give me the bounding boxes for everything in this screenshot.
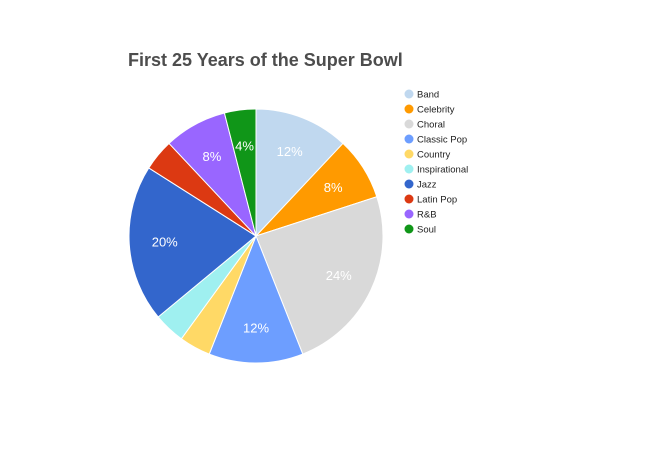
slice-label-jazz: 20%: [152, 235, 178, 250]
slice-label-r-b: 8%: [203, 149, 222, 164]
legend-label-choral: Choral: [417, 120, 445, 131]
legend-label-soul: Soul: [417, 225, 436, 236]
pie-slice-classic-pop[interactable]: [208, 234, 304, 364]
pie-slice-band[interactable]: [255, 108, 344, 238]
pie-slice-soul[interactable]: [223, 108, 257, 237]
legend-label-r-b: R&B: [417, 210, 437, 221]
slice-label-band: 12%: [277, 144, 303, 159]
legend-marker-celebrity: [404, 104, 414, 114]
legend-label-celebrity: Celebrity: [417, 105, 455, 116]
chart-title: First 25 Years of the Super Bowl: [128, 50, 403, 70]
legend-label-country: Country: [417, 150, 451, 161]
legend-marker-jazz: [404, 179, 414, 189]
pie-slices: [128, 108, 384, 364]
slice-label-celebrity: 8%: [324, 180, 343, 195]
legend-label-band: Band: [417, 90, 439, 101]
legend: Band Celebrity Choral Classic Pop Country Ins…: [404, 89, 468, 236]
legend-label-inspirational: Inspirational: [417, 165, 468, 176]
legend-marker-country: [404, 149, 414, 159]
legend-label-jazz: Jazz: [417, 180, 437, 191]
slice-label-choral: 24%: [326, 268, 352, 283]
legend-marker-soul: [404, 224, 414, 234]
legend-marker-r-b: [404, 209, 414, 219]
slice-label-classic-pop: 12%: [243, 320, 269, 335]
pie-slice-choral[interactable]: [255, 196, 384, 355]
legend-marker-classic-pop: [404, 134, 414, 144]
legend-label-classic-pop: Classic Pop: [417, 135, 467, 146]
legend-marker-inspirational: [404, 164, 414, 174]
legend-marker-latin-pop: [404, 194, 414, 204]
slice-labels: 12% 8% 24% 12% 20% 8% 4%: [152, 138, 352, 335]
pie-slice-jazz[interactable]: [128, 167, 257, 318]
legend-marker-choral: [404, 119, 414, 129]
legend-label-latin-pop: Latin Pop: [417, 195, 457, 206]
slice-label-soul: 4%: [235, 138, 254, 153]
legend-marker-band: [404, 89, 414, 99]
